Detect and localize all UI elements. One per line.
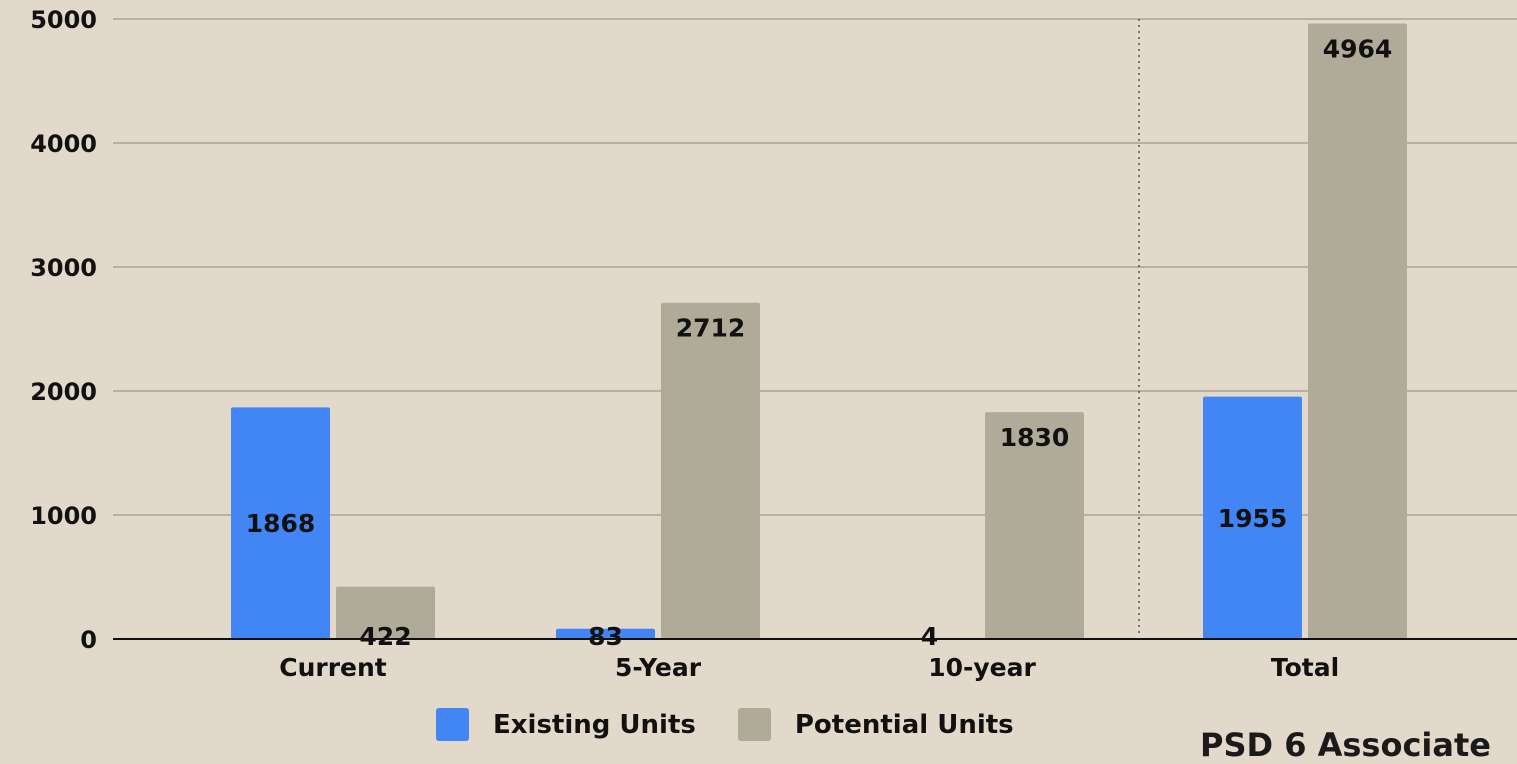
y-tick-label-5000: 5000 (30, 6, 97, 34)
data-label-existing-5-year: 83 (588, 622, 623, 651)
y-tick-label-1000: 1000 (30, 502, 97, 530)
y-tick-label-0: 0 (80, 626, 97, 654)
y-tick-label-3000: 3000 (30, 254, 97, 282)
x-tick-label-total: Total (1271, 653, 1339, 682)
legend-swatch-potential (738, 708, 771, 741)
legend-swatch-existing (436, 708, 469, 741)
legend-item-existing: Existing Units (436, 708, 696, 741)
corner-caption: PSD 6 Associate (1200, 726, 1491, 764)
data-label-potential-10-year: 1830 (1000, 423, 1070, 452)
legend-label-potential: Potential Units (795, 710, 1014, 740)
legend-item-potential: Potential Units (738, 708, 1014, 741)
bar-potential-5-year (661, 303, 760, 639)
y-tick-label-4000: 4000 (30, 130, 97, 158)
x-tick-label-5-year: 5-Year (615, 653, 702, 682)
legend-label-existing: Existing Units (493, 710, 696, 740)
data-label-potential-total: 4964 (1323, 34, 1393, 63)
data-label-existing-total: 1955 (1218, 504, 1288, 533)
x-tick-label-current: Current (279, 653, 387, 682)
x-tick-label-10-year: 10-year (928, 653, 1036, 682)
data-label-potential-current: 422 (359, 622, 411, 651)
bar-potential-total (1308, 23, 1407, 639)
data-label-existing-current: 1868 (246, 509, 316, 538)
y-tick-label-2000: 2000 (30, 378, 97, 406)
legend: Existing Units Potential Units (436, 708, 1056, 741)
bar-chart: 0 1000 2000 3000 4000 5000 1868 83 4 1955 422 2712 1… (0, 0, 1517, 741)
data-label-existing-10-year: 4 (921, 622, 938, 651)
data-label-potential-5-year: 2712 (676, 314, 746, 343)
